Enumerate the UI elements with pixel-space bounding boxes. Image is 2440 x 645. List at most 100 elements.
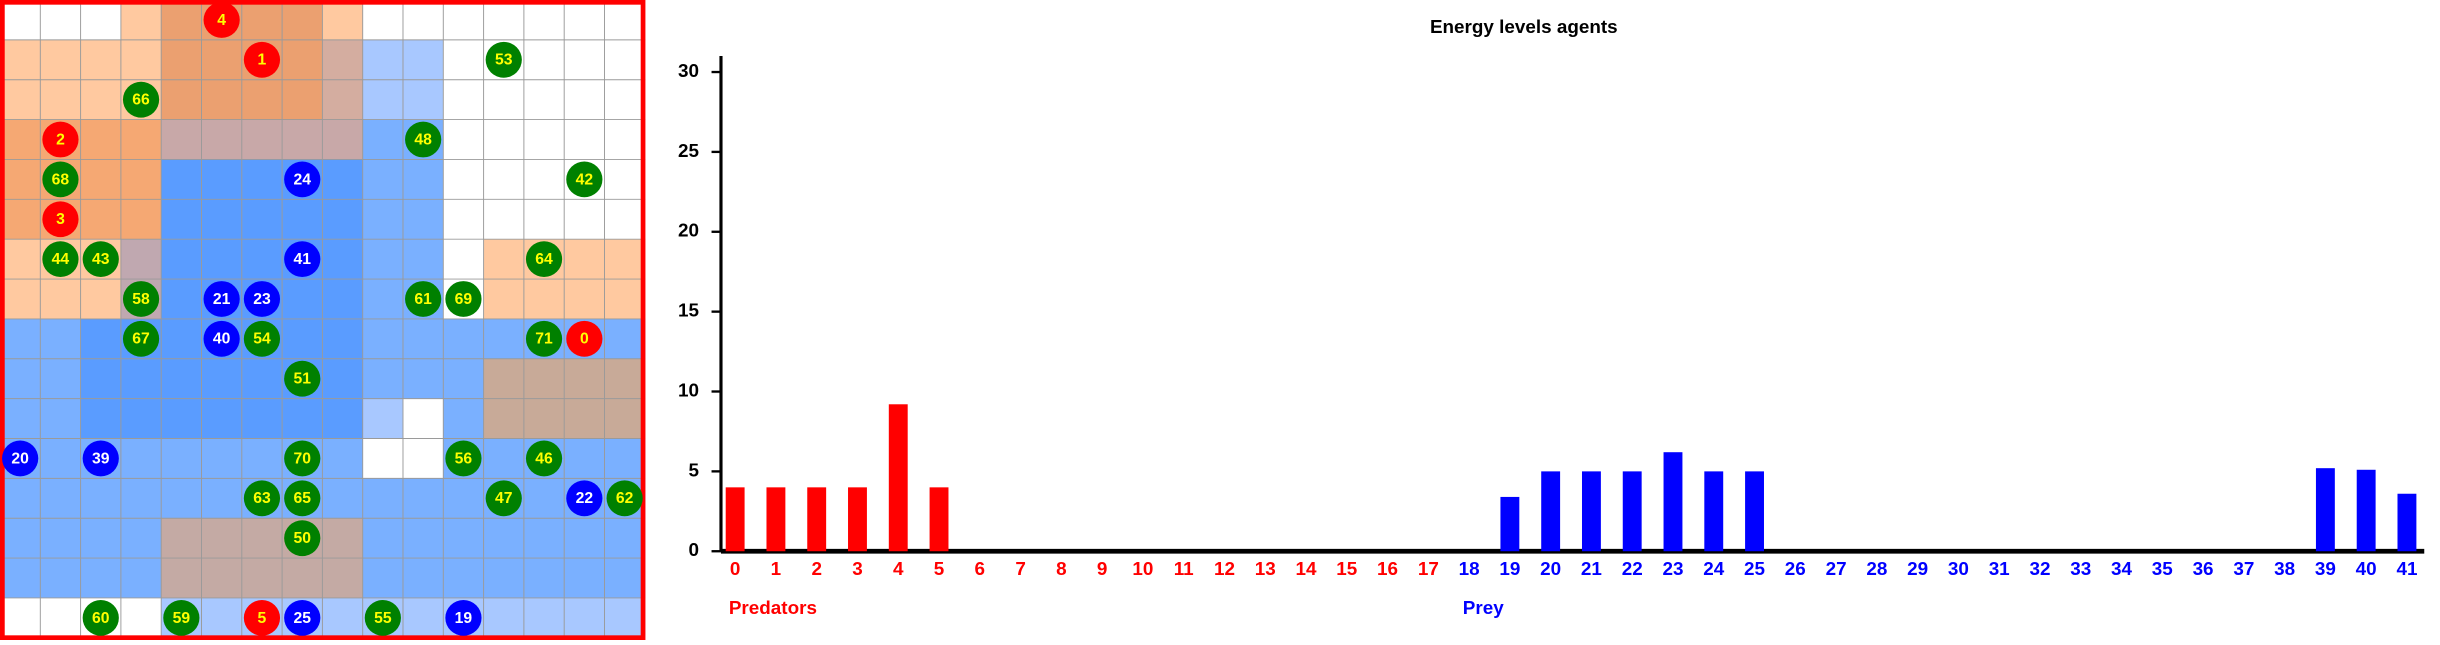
agent	[2, 440, 39, 477]
chart-title: Energy levels agents	[1430, 16, 1618, 37]
x-tick-label: 9	[1097, 558, 1107, 579]
agent-label: 58	[132, 291, 150, 308]
x-tick-label: 12	[1214, 558, 1235, 579]
agent	[122, 320, 160, 357]
agent	[42, 121, 79, 158]
agent	[82, 440, 119, 477]
x-tick-label: 8	[1056, 558, 1066, 579]
agent	[243, 480, 281, 517]
agent-label: 64	[535, 251, 553, 268]
agent	[82, 241, 119, 278]
agent-label: 4	[217, 12, 226, 29]
agent	[82, 599, 119, 636]
agent-label: 65	[293, 490, 311, 507]
agent-label: 25	[293, 610, 311, 627]
agent-label: 47	[495, 490, 513, 507]
agent-label: 41	[293, 251, 311, 268]
bar	[2315, 468, 2335, 552]
agent	[364, 599, 401, 636]
bar	[1622, 471, 1642, 552]
x-tick-label: 35	[2152, 558, 2173, 579]
x-tick-label: 32	[2029, 558, 2050, 579]
bar	[1500, 496, 1520, 552]
x-tick-label: 19	[1499, 558, 1520, 579]
agent-label: 44	[52, 251, 70, 268]
bar	[2397, 493, 2417, 552]
agent-label: 48	[414, 131, 432, 148]
agent-label: 20	[11, 450, 29, 467]
agent	[243, 41, 281, 78]
agent-label: 53	[495, 52, 513, 69]
agent	[566, 320, 603, 357]
x-tick-label: 34	[2111, 558, 2133, 579]
x-tick-label: 11	[1174, 558, 1194, 579]
x-tick-label: 26	[1785, 558, 1806, 579]
agent-label: 56	[455, 450, 473, 467]
x-tick-label: 40	[2356, 558, 2377, 579]
agent	[243, 599, 281, 636]
world-border	[0, 0, 646, 640]
x-tick-label: 31	[1989, 558, 2010, 579]
agent-label: 21	[213, 291, 231, 308]
bar	[2356, 469, 2376, 552]
agent	[284, 360, 321, 397]
agent	[405, 121, 442, 158]
y-tick-label: 0	[688, 539, 698, 560]
x-tick-label: 18	[1459, 558, 1480, 579]
agent	[485, 41, 522, 78]
agent-label: 69	[455, 291, 473, 308]
agent	[525, 440, 563, 477]
agent	[243, 281, 281, 317]
agent-label: 3	[56, 211, 65, 228]
agent	[42, 201, 79, 238]
bar	[888, 404, 908, 552]
x-tick-label: 14	[1296, 558, 1318, 579]
legend-label: Predators	[729, 597, 817, 618]
bar	[1541, 471, 1561, 552]
agent	[122, 81, 160, 118]
agent	[284, 161, 321, 198]
agent-label: 51	[293, 371, 311, 388]
y-tick-label: 5	[688, 459, 698, 480]
bar	[848, 487, 867, 552]
x-tick-label: 29	[1907, 558, 1928, 579]
agent-label: 5	[258, 610, 267, 627]
agent	[606, 480, 643, 517]
y-tick-label: 30	[678, 60, 699, 81]
agent	[525, 241, 563, 278]
x-tick-label: 2	[811, 558, 821, 579]
agent-label: 2	[56, 131, 65, 148]
agent-label: 50	[293, 530, 311, 547]
x-tick-label: 39	[2315, 558, 2336, 579]
agent-label: 71	[535, 331, 553, 348]
agent	[566, 161, 603, 198]
agent	[42, 161, 79, 198]
x-tick-label: 10	[1132, 558, 1153, 579]
agent-label: 66	[132, 92, 150, 109]
x-tick-label: 23	[1662, 558, 1683, 579]
agent-label: 63	[253, 490, 271, 507]
x-tick-label: 25	[1744, 558, 1765, 579]
x-tick-label: 28	[1866, 558, 1887, 579]
x-tick-label: 37	[2233, 558, 2254, 579]
agent-label: 23	[253, 291, 271, 308]
bar	[929, 487, 949, 552]
agent-label: 22	[576, 490, 594, 507]
agent-label: 61	[414, 291, 432, 308]
agent-label: 24	[293, 171, 311, 188]
agent	[525, 320, 563, 357]
x-tick-label: 1	[771, 558, 781, 579]
zone	[402, 398, 444, 439]
x-tick-label: 15	[1336, 558, 1357, 579]
x-tick-label: 27	[1826, 558, 1847, 579]
agent-label: 67	[132, 331, 150, 348]
x-tick-label: 24	[1703, 558, 1725, 579]
x-tick-label: 20	[1540, 558, 1561, 579]
agent	[405, 281, 442, 317]
agent	[203, 320, 240, 357]
x-tick-label: 0	[730, 558, 740, 579]
y-tick-label: 25	[678, 140, 699, 161]
